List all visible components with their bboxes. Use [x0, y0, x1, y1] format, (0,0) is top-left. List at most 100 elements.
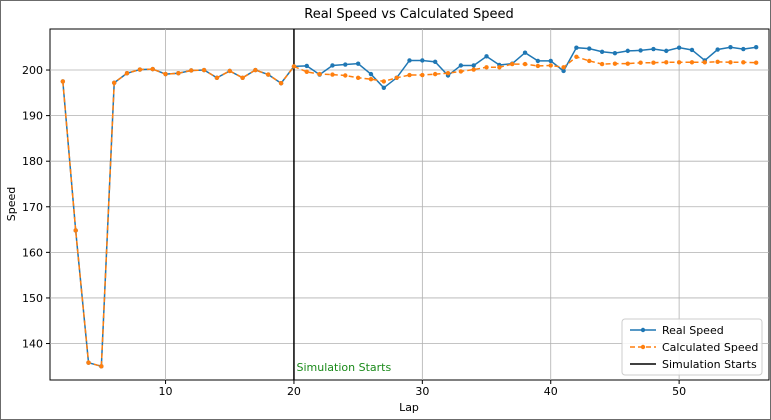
- x-axis-label: Lap: [399, 401, 419, 414]
- data-point: [599, 61, 605, 67]
- x-tick-label: 40: [544, 385, 558, 398]
- data-point: [111, 80, 117, 85]
- data-point: [330, 72, 335, 77]
- data-point: [625, 48, 630, 54]
- data-point: [676, 60, 682, 65]
- data-point: [253, 67, 258, 73]
- data-point: [651, 46, 656, 52]
- y-tick-label: 150: [22, 292, 43, 305]
- data-point: [522, 50, 528, 55]
- data-point: [458, 69, 464, 74]
- data-point: [612, 50, 618, 56]
- data-point: [561, 65, 566, 70]
- data-point: [741, 46, 746, 52]
- data-point: [676, 45, 682, 50]
- data-point: [612, 61, 618, 66]
- data-point: [189, 68, 194, 73]
- data-point: [86, 360, 91, 365]
- x-tick-label: 30: [415, 385, 429, 398]
- data-point: [728, 60, 733, 65]
- legend-marker: [640, 344, 646, 350]
- data-point: [432, 71, 438, 77]
- data-point: [471, 63, 476, 68]
- data-point: [266, 72, 271, 77]
- data-point: [522, 61, 528, 67]
- data-point: [587, 46, 592, 51]
- data-point: [715, 47, 720, 52]
- data-point: [664, 48, 669, 54]
- data-point: [343, 62, 348, 67]
- data-point: [432, 59, 438, 65]
- y-tick-label: 180: [22, 155, 43, 168]
- data-point: [561, 68, 566, 74]
- plot-area: [49, 28, 770, 381]
- data-point: [484, 65, 489, 70]
- y-axis-label: Speed: [5, 187, 18, 221]
- y-tick-label: 140: [22, 338, 43, 351]
- axis-ticks: 10 20 30 40 50 140 150 160 170 180 190 200: [22, 64, 686, 398]
- data-point: [317, 71, 322, 77]
- data-point: [510, 61, 515, 67]
- data-point: [689, 60, 695, 65]
- data-point: [574, 54, 579, 60]
- data-point: [137, 67, 143, 72]
- legend-entry: Calculated Speed: [662, 341, 758, 354]
- data-point: [497, 65, 502, 70]
- data-point: [330, 63, 335, 68]
- data-point: [548, 58, 553, 64]
- series-layer: [60, 45, 759, 369]
- grid-lines: [50, 29, 769, 380]
- data-point: [548, 63, 553, 68]
- data-point: [355, 61, 361, 66]
- data-point: [394, 75, 399, 80]
- x-tick-label: 20: [287, 385, 301, 398]
- data-point: [201, 67, 207, 73]
- series-calculated-speed: [60, 54, 759, 369]
- y-tick-label: 170: [22, 201, 43, 214]
- chart-title: Real Speed vs Calculated Speed: [304, 7, 514, 22]
- data-point: [753, 60, 759, 65]
- data-point: [420, 72, 425, 78]
- data-point: [214, 75, 220, 80]
- x-tick-label: 50: [672, 385, 686, 398]
- data-point: [741, 60, 746, 65]
- data-point: [625, 61, 630, 66]
- data-point: [291, 64, 297, 69]
- data-point: [599, 49, 605, 54]
- data-point: [278, 81, 284, 86]
- legend-entry: Real Speed: [662, 324, 724, 337]
- data-point: [471, 67, 476, 72]
- data-point: [60, 79, 66, 84]
- data-point: [664, 60, 669, 65]
- legend-entry: Simulation Starts: [662, 358, 757, 371]
- data-point: [304, 69, 309, 75]
- data-point: [343, 73, 348, 78]
- data-point: [587, 58, 592, 64]
- annotation-label: Simulation Starts: [297, 361, 392, 374]
- data-point: [355, 75, 361, 80]
- data-point: [535, 58, 541, 64]
- data-point: [124, 71, 130, 76]
- annotation-layer: Simulation Starts: [297, 361, 392, 374]
- y-tick-label: 190: [22, 110, 43, 123]
- data-point: [458, 63, 464, 68]
- data-point: [445, 71, 451, 76]
- data-point: [381, 85, 387, 91]
- data-point: [73, 228, 78, 233]
- data-point: [368, 71, 374, 77]
- data-point: [638, 60, 643, 65]
- data-point: [753, 45, 759, 50]
- data-point: [715, 59, 720, 65]
- data-point: [651, 60, 656, 65]
- x-tick-label: 10: [159, 385, 173, 398]
- data-point: [638, 48, 643, 53]
- data-point: [150, 66, 155, 72]
- data-point: [574, 45, 579, 50]
- data-point: [368, 76, 374, 82]
- legend: Real Speed Calculated Speed Simulation Sta…: [621, 318, 763, 376]
- data-point: [420, 58, 425, 63]
- data-point: [689, 47, 695, 53]
- legend-box: [621, 318, 763, 376]
- data-point: [484, 54, 489, 59]
